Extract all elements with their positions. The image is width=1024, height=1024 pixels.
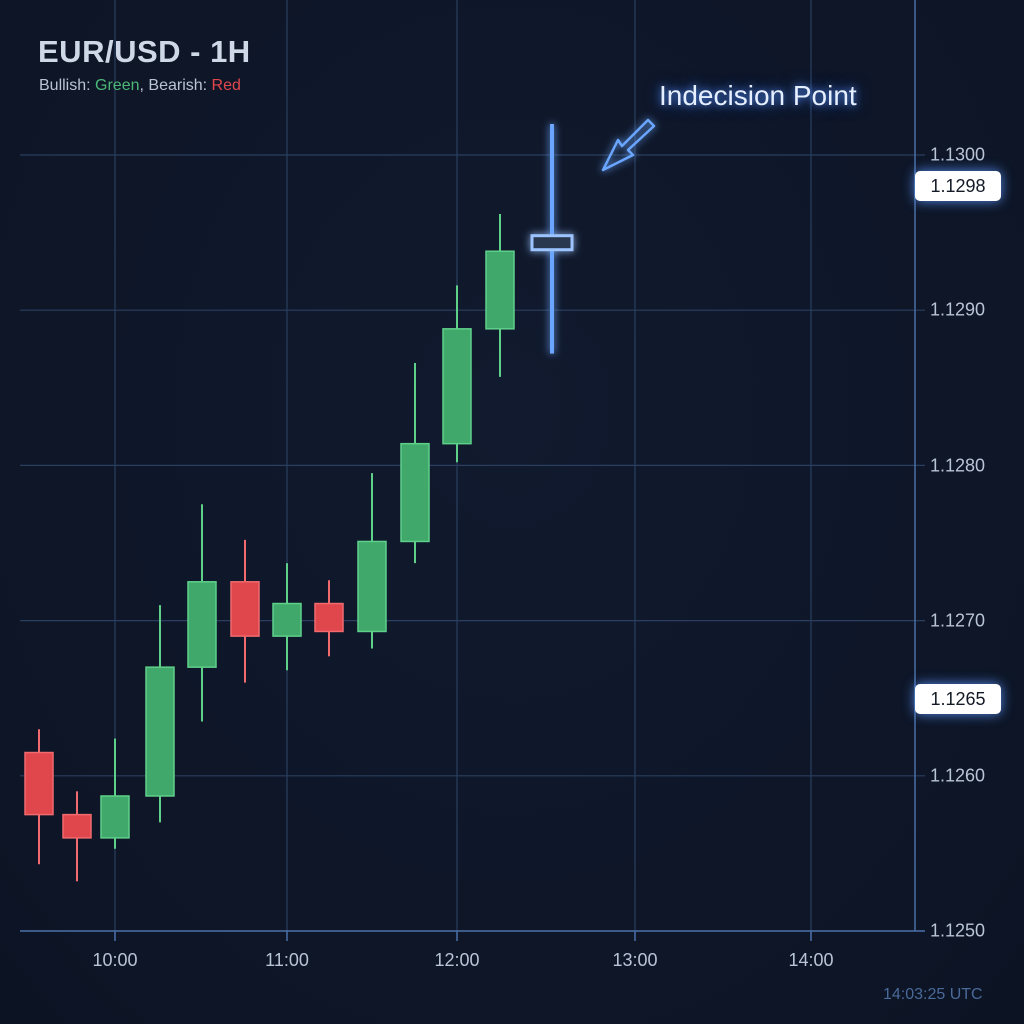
x-tick-label: 12:00 — [434, 950, 480, 970]
x-tick-label: 10:00 — [92, 950, 138, 970]
chart-legend: Bullish: Green, Bearish: Red — [39, 77, 241, 95]
legend-separator: , Bearish: — [139, 77, 212, 94]
candle-bullish — [100, 738, 130, 849]
candle-bearish — [314, 580, 344, 657]
level-price-label-low: 1.1265 — [915, 684, 1001, 714]
candle-bullish — [485, 213, 515, 377]
candle-bullish — [400, 362, 430, 564]
legend-bull-prefix: Bullish: — [39, 77, 96, 94]
y-tick-label: 1.1280 — [930, 455, 986, 476]
candles — [24, 123, 574, 882]
x-tick-label: 13:00 — [612, 950, 658, 970]
candle-bearish — [24, 729, 54, 865]
arrow-down-left-icon — [601, 118, 656, 172]
candle-bullish — [442, 285, 472, 463]
axes — [20, 0, 925, 941]
level-price-label-high: 1.1298 — [915, 171, 1001, 201]
candle-bullish — [145, 605, 175, 823]
legend-bull-label: Green — [95, 77, 140, 94]
grid-lines — [20, 0, 925, 940]
chart-title: EUR/USD - 1H — [38, 34, 251, 69]
indecision-annotation: Indecision Point — [659, 80, 857, 111]
x-tick-label: 11:00 — [265, 950, 309, 970]
candle-bearish — [230, 539, 260, 683]
y-tick-label: 1.1300 — [930, 144, 986, 165]
candle-bullish — [272, 563, 302, 671]
y-tick-label: 1.1270 — [930, 610, 986, 631]
legend-bear-label: Red — [211, 77, 241, 94]
y-tick-label: 1.1290 — [930, 299, 986, 320]
timestamp: 14:03:25 UTC — [883, 986, 983, 1003]
candle-doji — [530, 123, 574, 354]
x-tick-label: 14:00 — [788, 950, 834, 970]
candle-bearish — [62, 791, 92, 882]
y-tick-label: 1.1260 — [930, 765, 986, 786]
candle-bullish — [357, 473, 387, 649]
y-tick-label: 1.1250 — [930, 920, 986, 941]
candle-bullish — [187, 504, 217, 722]
